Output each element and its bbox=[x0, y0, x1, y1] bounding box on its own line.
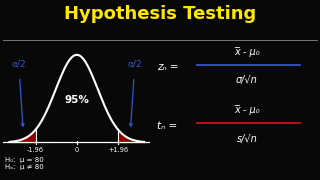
Text: H₀:  μ = 80: H₀: μ = 80 bbox=[5, 157, 44, 163]
Text: Hypothesis Testing: Hypothesis Testing bbox=[64, 5, 256, 23]
Text: 0: 0 bbox=[75, 147, 79, 153]
Text: tₙ =: tₙ = bbox=[157, 121, 177, 131]
Text: α/2: α/2 bbox=[127, 60, 142, 69]
Text: 95%: 95% bbox=[64, 95, 89, 105]
Text: Hₐ:  μ ≠ 80: Hₐ: μ ≠ 80 bbox=[5, 164, 44, 170]
Text: +1.96: +1.96 bbox=[108, 147, 128, 153]
Text: x̅ - μ₀: x̅ - μ₀ bbox=[234, 47, 260, 57]
Text: σ/√n: σ/√n bbox=[236, 75, 258, 85]
Text: x̅ - μ₀: x̅ - μ₀ bbox=[234, 105, 260, 115]
Text: α/2: α/2 bbox=[12, 60, 26, 69]
Text: -1.96: -1.96 bbox=[27, 147, 44, 153]
Text: zₙ =: zₙ = bbox=[157, 62, 179, 72]
Text: s/√n: s/√n bbox=[236, 134, 257, 144]
